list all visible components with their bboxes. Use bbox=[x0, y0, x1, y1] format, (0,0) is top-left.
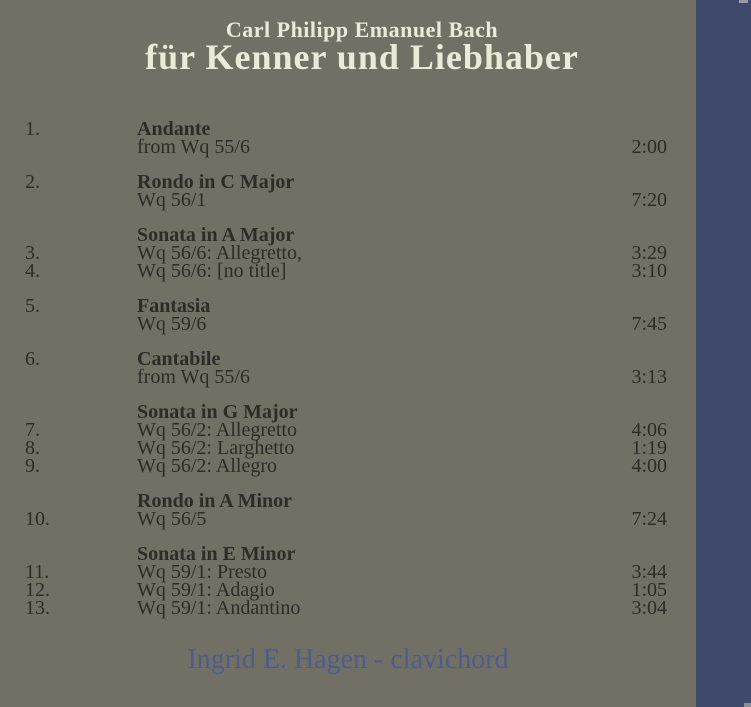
track-text: Wq 56/2: Allegro bbox=[137, 455, 277, 477]
performer-credit: Ingrid E. Hagen - clavichord bbox=[187, 644, 509, 675]
track-group: 6. Cantabile from Wq 55/6 3:13 bbox=[25, 348, 667, 388]
work-title: Rondo in A Minor bbox=[137, 490, 293, 512]
track-row: Sonata in A Major bbox=[25, 224, 667, 246]
track-row: 2. Rondo in C Major bbox=[25, 171, 667, 193]
track-text: Wq 59/1: Andantino bbox=[137, 597, 301, 619]
track-row: Sonata in E Minor bbox=[25, 543, 667, 565]
track-text: Wq 56/5 bbox=[137, 508, 207, 530]
track-row: 12. Wq 59/1: Adagio 1:05 bbox=[25, 579, 667, 601]
track-number bbox=[25, 315, 137, 333]
track-text: Wq 59/1: Adagio bbox=[137, 579, 275, 601]
artist-name: Carl Philipp Emanuel Bach bbox=[225, 17, 499, 42]
track-row: 9. Wq 56/2: Allegro 4:00 bbox=[25, 455, 667, 477]
track-row: 13. Wq 59/1: Andantino 3:04 bbox=[25, 597, 667, 619]
track-text: Wq 56/2: Allegretto bbox=[137, 419, 297, 441]
track-row: 10. Wq 56/5 7:24 bbox=[25, 508, 667, 530]
track-duration: 1:05 bbox=[631, 579, 667, 601]
track-duration: 3:10 bbox=[631, 260, 667, 282]
track-text: Wq 56/2: Larghetto bbox=[137, 437, 295, 459]
track-duration: 3:44 bbox=[631, 561, 667, 583]
track-number bbox=[25, 403, 137, 421]
track-duration: 1:19 bbox=[631, 437, 667, 459]
track-row: 1. Andante bbox=[25, 118, 667, 140]
track-number: 2. bbox=[25, 171, 40, 193]
track-row: 6. Cantabile bbox=[25, 348, 667, 370]
track-row: 11. Wq 59/1: Presto 3:44 bbox=[25, 561, 667, 583]
track-number: 5. bbox=[25, 295, 40, 317]
track-group: 1. Andante from Wq 55/6 2:00 bbox=[25, 118, 667, 158]
scan-artifact-bottom-right bbox=[744, 703, 751, 707]
track-duration: 3:04 bbox=[631, 597, 667, 619]
track-row: Rondo in A Minor bbox=[25, 490, 667, 512]
track-text: Wq 56/1 bbox=[137, 189, 207, 211]
track-duration: 7:20 bbox=[631, 189, 667, 211]
track-number: 11. bbox=[25, 561, 50, 583]
track-group: Sonata in E Minor 11. Wq 59/1: Presto 3:… bbox=[25, 543, 667, 619]
track-number bbox=[25, 191, 137, 209]
work-title: Andante bbox=[137, 118, 211, 140]
work-title: Sonata in G Major bbox=[137, 401, 298, 423]
track-duration: 3:13 bbox=[631, 366, 667, 388]
title-block: Carl Philipp Emanuel Bach für Kenner und… bbox=[28, 17, 696, 77]
work-title: Rondo in C Major bbox=[137, 171, 295, 193]
track-number bbox=[25, 368, 137, 386]
track-number: 13. bbox=[25, 597, 50, 619]
track-row: from Wq 55/6 2:00 bbox=[25, 136, 667, 158]
track-number bbox=[25, 226, 137, 244]
work-title: Cantabile bbox=[137, 348, 221, 370]
track-duration: 2:00 bbox=[631, 136, 667, 158]
track-number: 3. bbox=[25, 242, 40, 264]
track-number: 10. bbox=[25, 508, 50, 530]
scan-artifact-top-right bbox=[739, 0, 748, 3]
track-duration: 3:29 bbox=[631, 242, 667, 264]
track-list: 1. Andante from Wq 55/6 2:00 2. Rondo in… bbox=[25, 118, 667, 634]
track-row: 3. Wq 56/6: Allegretto, 3:29 bbox=[25, 242, 667, 264]
track-row: 8. Wq 56/2: Larghetto 1:19 bbox=[25, 437, 667, 459]
track-number: 1. bbox=[25, 118, 40, 140]
track-duration: 7:45 bbox=[631, 313, 667, 335]
track-text: Wq 56/6: Allegretto, bbox=[137, 242, 302, 264]
track-text: from Wq 55/6 bbox=[137, 366, 250, 388]
track-number: 6. bbox=[25, 348, 40, 370]
track-row: Wq 56/1 7:20 bbox=[25, 189, 667, 211]
track-row: 5. Fantasia bbox=[25, 295, 667, 317]
track-number: 4. bbox=[25, 260, 40, 282]
track-row: Wq 59/6 7:45 bbox=[25, 313, 667, 335]
track-number: 7. bbox=[25, 419, 40, 441]
track-group: 5. Fantasia Wq 59/6 7:45 bbox=[25, 295, 667, 335]
track-number: 8. bbox=[25, 437, 40, 459]
spine-band bbox=[696, 0, 751, 707]
track-duration: 4:06 bbox=[631, 419, 667, 441]
track-number bbox=[25, 138, 137, 156]
track-row: 7. Wq 56/2: Allegretto 4:06 bbox=[25, 419, 667, 441]
track-duration: 4:00 bbox=[631, 455, 667, 477]
track-number: 12. bbox=[25, 579, 50, 601]
track-group: Rondo in A Minor 10. Wq 56/5 7:24 bbox=[25, 490, 667, 530]
track-number: 9. bbox=[25, 455, 40, 477]
track-text: Wq 56/6: [no title] bbox=[137, 260, 287, 282]
album-title: für Kenner und Liebhaber bbox=[145, 37, 579, 77]
track-text: from Wq 55/6 bbox=[137, 136, 250, 158]
track-group: 2. Rondo in C Major Wq 56/1 7:20 bbox=[25, 171, 667, 211]
track-row: 4. Wq 56/6: [no title] 3:10 bbox=[25, 260, 667, 282]
track-row: Sonata in G Major bbox=[25, 401, 667, 423]
track-text: Wq 59/1: Presto bbox=[137, 561, 267, 583]
work-title: Sonata in A Major bbox=[137, 224, 295, 246]
track-duration: 7:24 bbox=[631, 508, 667, 530]
track-row: from Wq 55/6 3:13 bbox=[25, 366, 667, 388]
track-text: Wq 59/6 bbox=[137, 313, 207, 335]
track-group: Sonata in A Major 3. Wq 56/6: Allegretto… bbox=[25, 224, 667, 282]
track-group: Sonata in G Major 7. Wq 56/2: Allegretto… bbox=[25, 401, 667, 477]
work-title: Sonata in E Minor bbox=[137, 543, 296, 565]
work-title: Fantasia bbox=[137, 295, 211, 317]
